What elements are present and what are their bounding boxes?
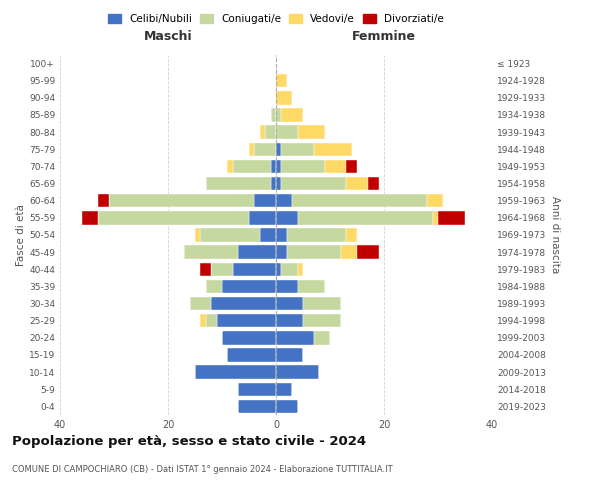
Bar bbox=[200, 262, 211, 276]
Bar bbox=[303, 314, 341, 328]
Bar bbox=[276, 177, 281, 190]
Bar bbox=[357, 246, 379, 259]
Bar bbox=[184, 246, 238, 259]
Y-axis label: Fasce di età: Fasce di età bbox=[16, 204, 26, 266]
Bar bbox=[276, 262, 281, 276]
Bar bbox=[222, 280, 276, 293]
Bar bbox=[427, 194, 443, 207]
Bar bbox=[227, 348, 276, 362]
Bar bbox=[211, 297, 276, 310]
Bar bbox=[325, 160, 346, 173]
Bar bbox=[271, 108, 276, 122]
Bar bbox=[195, 366, 276, 379]
Bar bbox=[222, 331, 276, 344]
Text: Maschi: Maschi bbox=[143, 30, 193, 43]
Bar bbox=[265, 126, 276, 139]
Bar bbox=[276, 126, 298, 139]
Bar bbox=[227, 160, 233, 173]
Bar bbox=[271, 177, 276, 190]
Bar bbox=[238, 246, 276, 259]
Legend: Celibi/Nubili, Coniugati/e, Vedovi/e, Divorziati/e: Celibi/Nubili, Coniugati/e, Vedovi/e, Di… bbox=[104, 10, 448, 29]
Bar bbox=[276, 280, 298, 293]
Bar bbox=[206, 280, 222, 293]
Bar bbox=[438, 211, 465, 224]
Y-axis label: Anni di nascita: Anni di nascita bbox=[550, 196, 560, 274]
Text: COMUNE DI CAMPOCHIARO (CB) - Dati ISTAT 1° gennaio 2024 - Elaborazione TUTTITALI: COMUNE DI CAMPOCHIARO (CB) - Dati ISTAT … bbox=[12, 465, 392, 474]
Bar bbox=[249, 211, 276, 224]
Bar bbox=[287, 228, 346, 241]
Bar bbox=[233, 160, 271, 173]
Bar bbox=[82, 211, 98, 224]
Bar bbox=[346, 160, 357, 173]
Bar bbox=[211, 262, 233, 276]
Bar bbox=[314, 331, 330, 344]
Bar bbox=[276, 400, 298, 413]
Bar bbox=[276, 91, 292, 104]
Bar bbox=[276, 331, 314, 344]
Bar bbox=[254, 194, 276, 207]
Bar bbox=[298, 211, 433, 224]
Bar bbox=[281, 262, 298, 276]
Text: Femmine: Femmine bbox=[352, 30, 416, 43]
Bar bbox=[298, 262, 303, 276]
Bar bbox=[341, 246, 357, 259]
Bar bbox=[292, 194, 427, 207]
Bar bbox=[303, 297, 341, 310]
Bar bbox=[281, 108, 303, 122]
Bar bbox=[249, 142, 254, 156]
Bar bbox=[276, 108, 281, 122]
Bar bbox=[281, 177, 346, 190]
Bar bbox=[298, 280, 325, 293]
Bar bbox=[217, 314, 276, 328]
Bar bbox=[276, 314, 303, 328]
Bar bbox=[298, 126, 325, 139]
Bar bbox=[254, 142, 276, 156]
Bar bbox=[433, 211, 438, 224]
Bar bbox=[276, 228, 287, 241]
Bar bbox=[276, 246, 287, 259]
Bar bbox=[271, 160, 276, 173]
Bar bbox=[281, 160, 325, 173]
Bar bbox=[276, 142, 281, 156]
Bar bbox=[276, 382, 292, 396]
Bar bbox=[206, 177, 271, 190]
Text: Popolazione per età, sesso e stato civile - 2024: Popolazione per età, sesso e stato civil… bbox=[12, 435, 366, 448]
Bar bbox=[260, 228, 276, 241]
Bar bbox=[238, 400, 276, 413]
Bar bbox=[368, 177, 379, 190]
Bar bbox=[314, 142, 352, 156]
Bar bbox=[346, 228, 357, 241]
Bar bbox=[109, 194, 254, 207]
Bar bbox=[195, 228, 200, 241]
Bar bbox=[276, 366, 319, 379]
Bar bbox=[98, 194, 109, 207]
Bar bbox=[238, 382, 276, 396]
Bar bbox=[276, 348, 303, 362]
Bar bbox=[190, 297, 211, 310]
Bar bbox=[346, 177, 368, 190]
Bar bbox=[260, 126, 265, 139]
Bar bbox=[98, 211, 249, 224]
Bar bbox=[276, 211, 298, 224]
Bar bbox=[206, 314, 217, 328]
Bar bbox=[276, 297, 303, 310]
Bar bbox=[276, 74, 287, 88]
Bar bbox=[200, 228, 260, 241]
Bar bbox=[276, 194, 292, 207]
Bar bbox=[287, 246, 341, 259]
Bar bbox=[233, 262, 276, 276]
Bar bbox=[200, 314, 206, 328]
Bar bbox=[276, 160, 281, 173]
Bar bbox=[281, 142, 314, 156]
